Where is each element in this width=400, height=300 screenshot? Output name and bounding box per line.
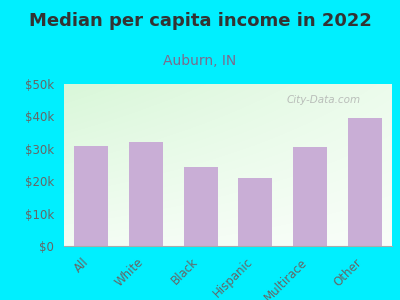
Bar [293, 147, 327, 246]
Bar [129, 142, 163, 246]
Bar [74, 146, 108, 246]
Text: Auburn, IN: Auburn, IN [163, 54, 237, 68]
Text: Median per capita income in 2022: Median per capita income in 2022 [28, 12, 372, 30]
Text: City-Data.com: City-Data.com [287, 95, 361, 105]
Bar [348, 118, 382, 246]
Bar [184, 167, 218, 246]
Bar [238, 178, 272, 246]
